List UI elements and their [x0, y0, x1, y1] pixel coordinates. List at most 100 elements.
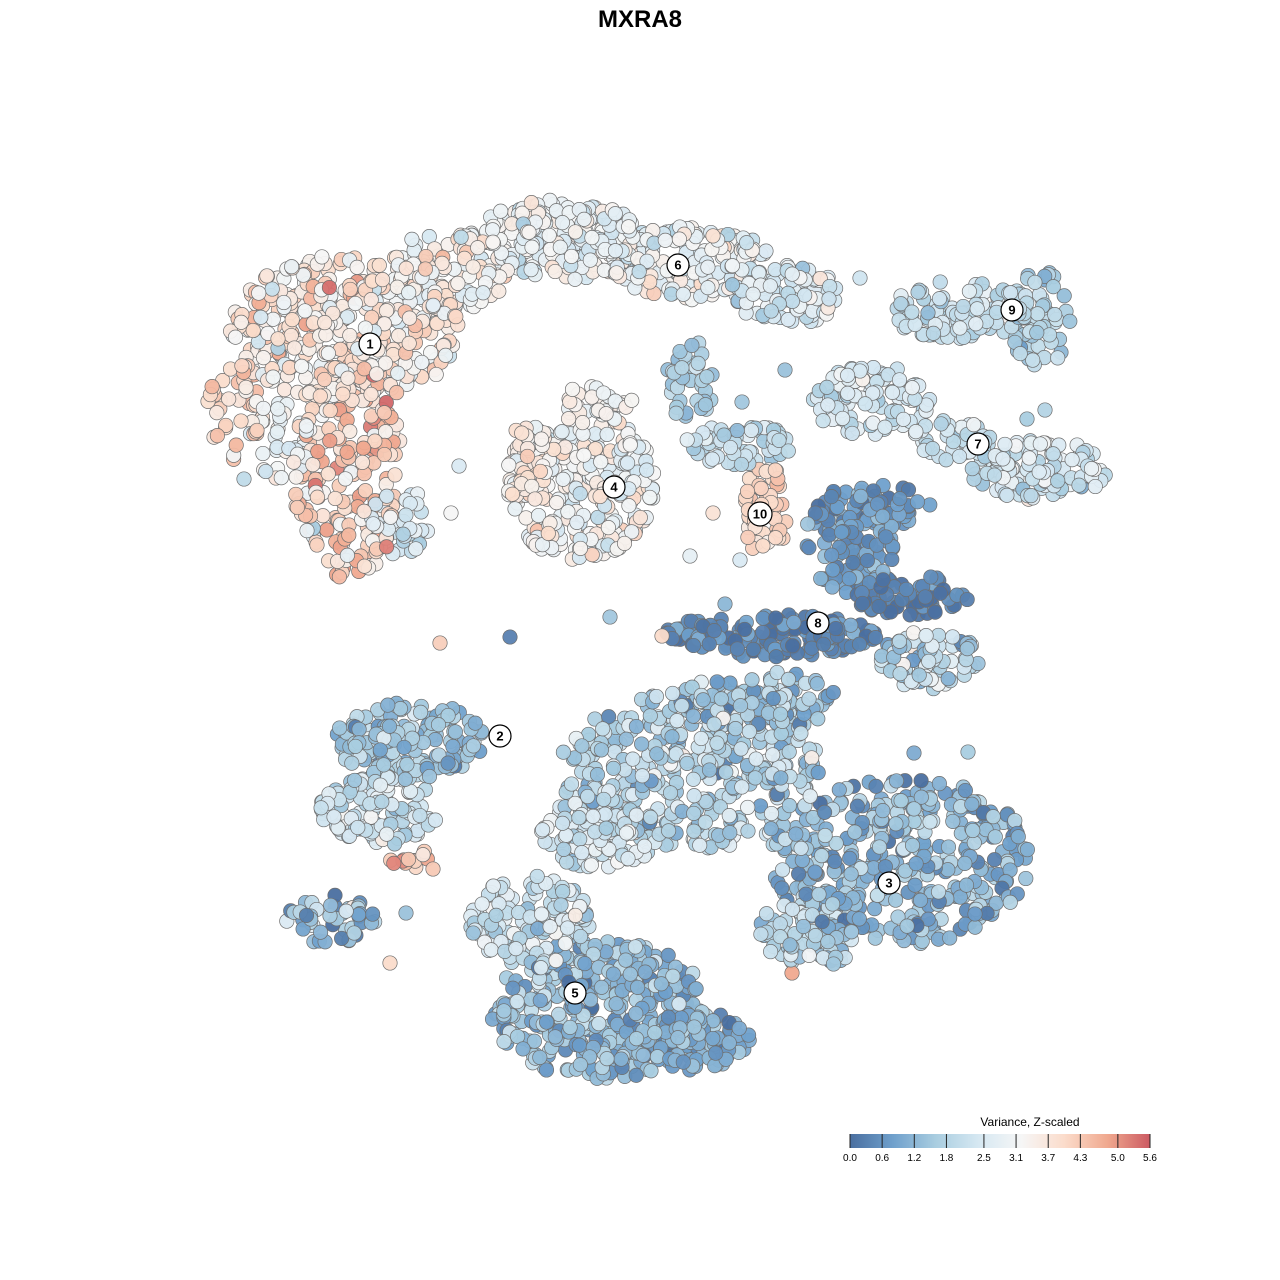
data-point — [236, 471, 252, 487]
data-point — [938, 452, 954, 468]
data-point — [820, 934, 836, 950]
data-point — [888, 816, 904, 832]
data-point — [884, 551, 900, 568]
data-point — [425, 297, 441, 313]
data-point — [722, 675, 738, 691]
data-point — [585, 946, 601, 962]
data-point — [951, 448, 968, 464]
data-point — [739, 235, 755, 251]
data-point — [591, 1016, 607, 1032]
data-point — [628, 1005, 644, 1022]
data-point — [708, 1045, 724, 1061]
cluster-label-3: 3 — [877, 871, 901, 895]
data-point — [634, 736, 650, 752]
data-point — [417, 261, 433, 277]
data-point — [823, 489, 839, 505]
data-point — [551, 1006, 567, 1022]
data-point — [326, 809, 342, 825]
data-point — [906, 745, 922, 761]
data-point — [342, 281, 358, 297]
data-point — [374, 794, 390, 810]
data-point — [784, 266, 800, 282]
data-point — [662, 785, 679, 801]
data-point — [729, 422, 745, 439]
legend-tick-label: 5.0 — [1111, 1153, 1125, 1164]
data-point — [294, 358, 310, 374]
data-point — [784, 901, 800, 917]
data-point — [423, 345, 439, 361]
data-point — [387, 467, 403, 483]
data-point — [871, 598, 887, 615]
data-point — [692, 837, 708, 853]
data-point — [986, 467, 1003, 483]
data-point — [493, 203, 509, 219]
data-point — [519, 448, 535, 464]
data-point — [316, 371, 332, 388]
data-point — [284, 312, 300, 328]
cluster-marker — [602, 475, 626, 499]
cluster-number: 5 — [571, 986, 578, 1001]
data-point — [910, 284, 926, 300]
data-point — [824, 579, 840, 595]
data-point — [800, 516, 816, 532]
cluster-number: 3 — [885, 876, 892, 891]
data-point — [346, 925, 362, 941]
data-point — [945, 434, 961, 450]
data-point — [265, 311, 281, 327]
legend-tick-label: 3.7 — [1041, 1153, 1055, 1164]
data-point — [440, 707, 456, 724]
data-point — [496, 1003, 512, 1019]
data-point — [524, 239, 540, 255]
data-point — [616, 535, 633, 551]
data-point — [414, 354, 430, 370]
data-point — [892, 491, 908, 507]
data-point — [821, 291, 837, 307]
data-point — [834, 524, 850, 540]
data-point — [485, 878, 501, 894]
data-point — [618, 952, 634, 968]
data-point — [347, 772, 363, 788]
data-point — [1003, 285, 1019, 301]
legend-tick-label: 4.3 — [1073, 1153, 1087, 1164]
data-point — [945, 813, 961, 829]
data-point — [425, 861, 441, 877]
data-point — [1032, 436, 1048, 452]
data-point — [686, 788, 702, 804]
data-point — [895, 411, 912, 427]
data-point — [628, 1031, 645, 1047]
data-point — [674, 698, 690, 714]
data-point — [904, 380, 920, 396]
data-point — [875, 572, 891, 588]
data-point — [817, 804, 833, 820]
data-point — [840, 367, 856, 383]
data-point — [530, 507, 547, 524]
data-point — [851, 636, 868, 652]
data-point — [815, 413, 831, 429]
data-point — [698, 794, 714, 810]
data-point — [734, 779, 750, 795]
data-point — [524, 478, 540, 494]
data-point — [890, 909, 906, 925]
data-point — [592, 488, 608, 505]
data-point — [773, 770, 789, 786]
data-point — [382, 509, 399, 525]
data-point — [932, 274, 948, 290]
data-point — [733, 741, 749, 757]
data-point — [763, 821, 779, 837]
data-point — [824, 547, 840, 563]
legend-title: Variance, Z-scaled — [980, 1115, 1079, 1129]
data-point — [1025, 352, 1041, 368]
cluster-label-6: 6 — [666, 253, 690, 277]
data-point — [347, 295, 363, 312]
data-point — [560, 504, 576, 520]
data-point — [807, 928, 824, 944]
data-point — [828, 620, 844, 637]
data-point — [605, 966, 621, 982]
data-point — [865, 385, 881, 401]
cluster-marker — [563, 981, 587, 1005]
data-point — [567, 907, 583, 923]
data-point — [349, 259, 365, 275]
data-point — [835, 410, 851, 426]
cluster-number: 9 — [1008, 303, 1015, 318]
data-point — [255, 350, 272, 366]
